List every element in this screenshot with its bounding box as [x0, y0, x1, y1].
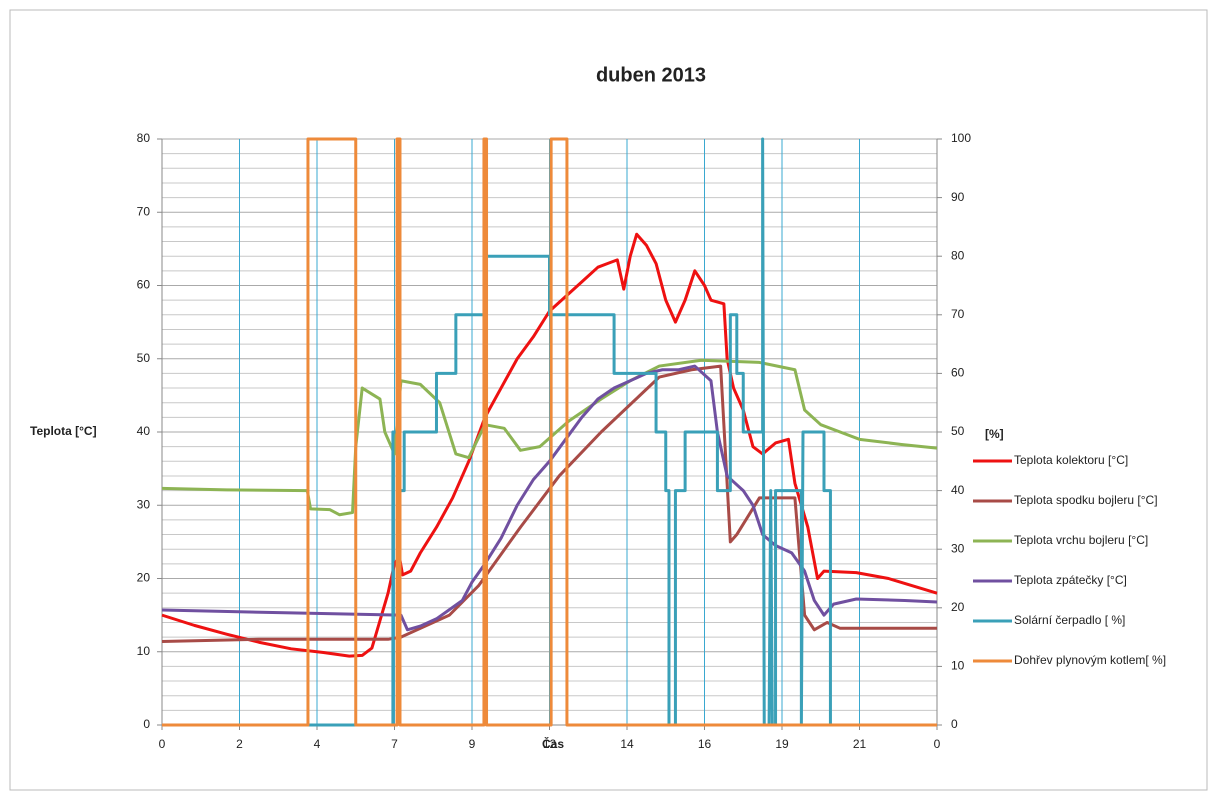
legend-label: Teplota vrchu bojleru [°C] [1014, 533, 1148, 547]
x-tick-label: 19 [775, 737, 789, 751]
legend-label: Teplota zpátečky [°C] [1014, 573, 1127, 587]
y-tick-label: 40 [137, 424, 151, 438]
y2-tick-label: 60 [951, 366, 965, 380]
y2-tick-label: 0 [951, 717, 958, 731]
y2-tick-label: 20 [951, 600, 965, 614]
y2-tick-label: 70 [951, 307, 965, 321]
x-axis-title: Čas [542, 736, 564, 751]
y2-tick-label: 40 [951, 483, 965, 497]
y-tick-label: 80 [137, 131, 151, 145]
y-tick-label: 10 [137, 644, 151, 658]
x-tick-label: 0 [159, 737, 166, 751]
x-tick-label: 0 [934, 737, 941, 751]
y2-tick-label: 30 [951, 541, 965, 555]
x-tick-label: 14 [620, 737, 634, 751]
series-line [161, 358, 938, 517]
series-line [162, 137, 937, 727]
x-tick-label: 16 [698, 737, 712, 751]
series-line [161, 364, 937, 643]
legend-label: Teplota spodku bojleru [°C] [1014, 493, 1158, 507]
y2-tick-label: 100 [951, 131, 971, 145]
x-tick-label: 7 [391, 737, 398, 751]
y-tick-label: 60 [137, 278, 151, 292]
legend-label: Solární čerpadlo [ %] [1014, 613, 1125, 627]
x-tick-label: 2 [236, 737, 243, 751]
x-tick-label: 4 [314, 737, 321, 751]
y-tick-label: 30 [137, 497, 151, 511]
x-tick-label: 9 [469, 737, 476, 751]
y-tick-label: 70 [137, 204, 151, 218]
y2-tick-label: 50 [951, 424, 965, 438]
y2-axis-title: [%] [985, 427, 1004, 441]
legend-label: Dohřev plynovým kotlem[ %] [1014, 653, 1166, 667]
legend-label: Teplota kolektoru [°C] [1014, 453, 1128, 467]
y-tick-label: 0 [143, 717, 150, 731]
chart-title: duben 2013 [596, 64, 706, 86]
y-axis-title: Teplota [°C] [30, 424, 97, 438]
y2-tick-label: 90 [951, 190, 965, 204]
y-tick-label: 20 [137, 571, 151, 585]
y-tick-label: 50 [137, 351, 151, 365]
x-tick-label: 21 [853, 737, 867, 751]
series-line [162, 137, 937, 727]
y2-tick-label: 80 [951, 248, 965, 262]
x-tick-label: 12 [543, 737, 557, 751]
y2-tick-label: 10 [951, 659, 965, 673]
chart-frame [9, 9, 1208, 791]
